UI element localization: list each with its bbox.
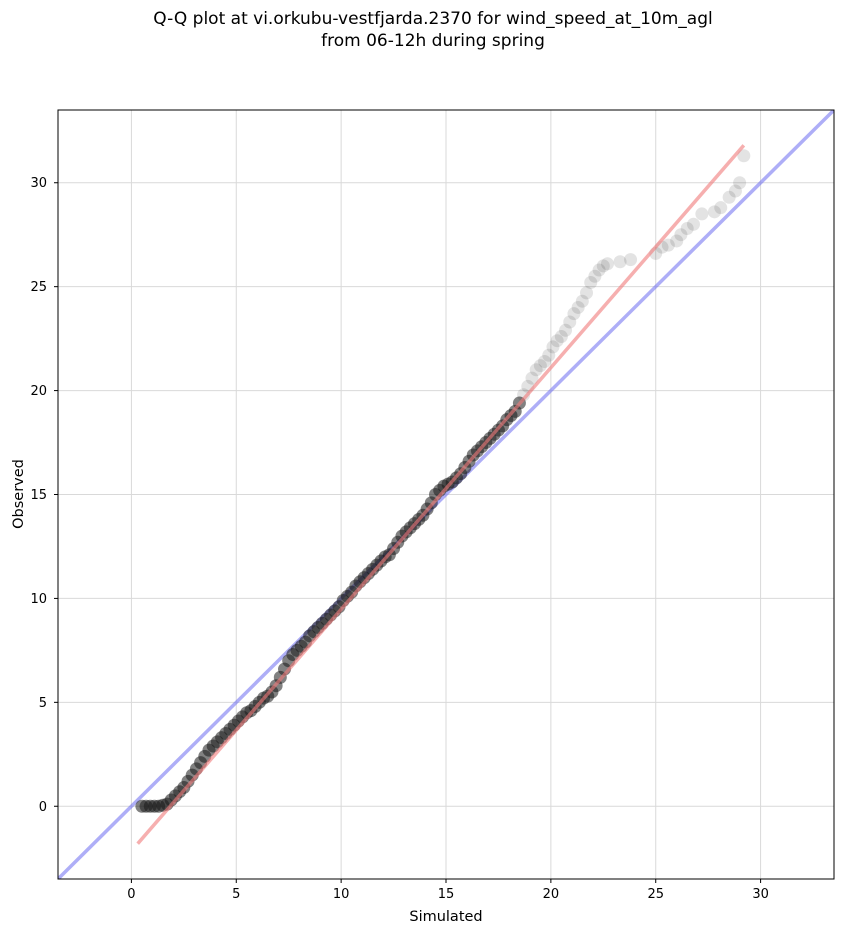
data-point: [529, 363, 543, 377]
x-tick-label: 5: [232, 887, 240, 902]
y-tick-label: 25: [30, 280, 47, 295]
data-point: [567, 307, 581, 321]
data-point: [546, 340, 560, 354]
fit-line: [136, 144, 746, 845]
y-tick-label: 15: [30, 488, 47, 503]
data-point: [600, 257, 614, 271]
data-point: [517, 388, 531, 402]
data-point: [733, 176, 747, 190]
axis-ticks: 0 5 10 15 20 25 30 0 5 10 15 20 25 30: [30, 176, 768, 902]
data-point: [533, 359, 547, 373]
data-point: [680, 221, 694, 235]
y-tick-label: 20: [30, 384, 47, 399]
data-point: [695, 207, 709, 221]
data-point: [624, 253, 638, 267]
x-tick-label: 25: [647, 887, 664, 902]
data-point: [538, 354, 552, 368]
y-axis-label: Observed: [11, 459, 27, 529]
data-point: [707, 205, 721, 219]
data-point: [596, 259, 610, 273]
data-point: [550, 334, 564, 348]
data-point: [670, 234, 684, 248]
data-point: [584, 276, 598, 290]
data-point: [588, 269, 602, 283]
x-tick-label: 10: [333, 887, 350, 902]
data-point: [580, 286, 594, 300]
x-tick-label: 20: [543, 887, 560, 902]
data-point: [554, 330, 568, 344]
y-tick-label: 10: [30, 592, 47, 607]
x-tick-label: 15: [438, 887, 455, 902]
x-tick-label: 0: [127, 887, 135, 902]
data-point: [686, 217, 700, 231]
chart-title-line-2: from 06-12h during spring: [321, 31, 545, 51]
data-point: [559, 323, 573, 337]
data-point: [661, 238, 675, 252]
data-point: [525, 371, 539, 385]
data-point: [674, 228, 688, 242]
data-point: [571, 300, 585, 314]
data-point: [563, 315, 577, 329]
y-tick-label: 5: [39, 696, 47, 711]
x-axis-label: Simulated: [409, 909, 482, 925]
y-tick-label: 30: [30, 176, 47, 191]
y-tick-label: 0: [39, 800, 47, 815]
data-point: [542, 348, 556, 362]
reference-line-y-equals-x: [58, 110, 834, 879]
x-tick-label: 30: [752, 887, 769, 902]
data-point: [575, 294, 589, 308]
data-point: [722, 190, 736, 204]
data-point: [714, 201, 728, 215]
data-point: [592, 263, 606, 277]
data-point: [613, 255, 627, 269]
data-point: [737, 149, 751, 163]
data-point: [728, 184, 742, 198]
chart-title-line-1: Q-Q plot at vi.orkubu-vestfjarda.2370 fo…: [153, 9, 713, 29]
chart-title: Q-Q plot at vi.orkubu-vestfjarda.2370 fo…: [0, 8, 843, 52]
